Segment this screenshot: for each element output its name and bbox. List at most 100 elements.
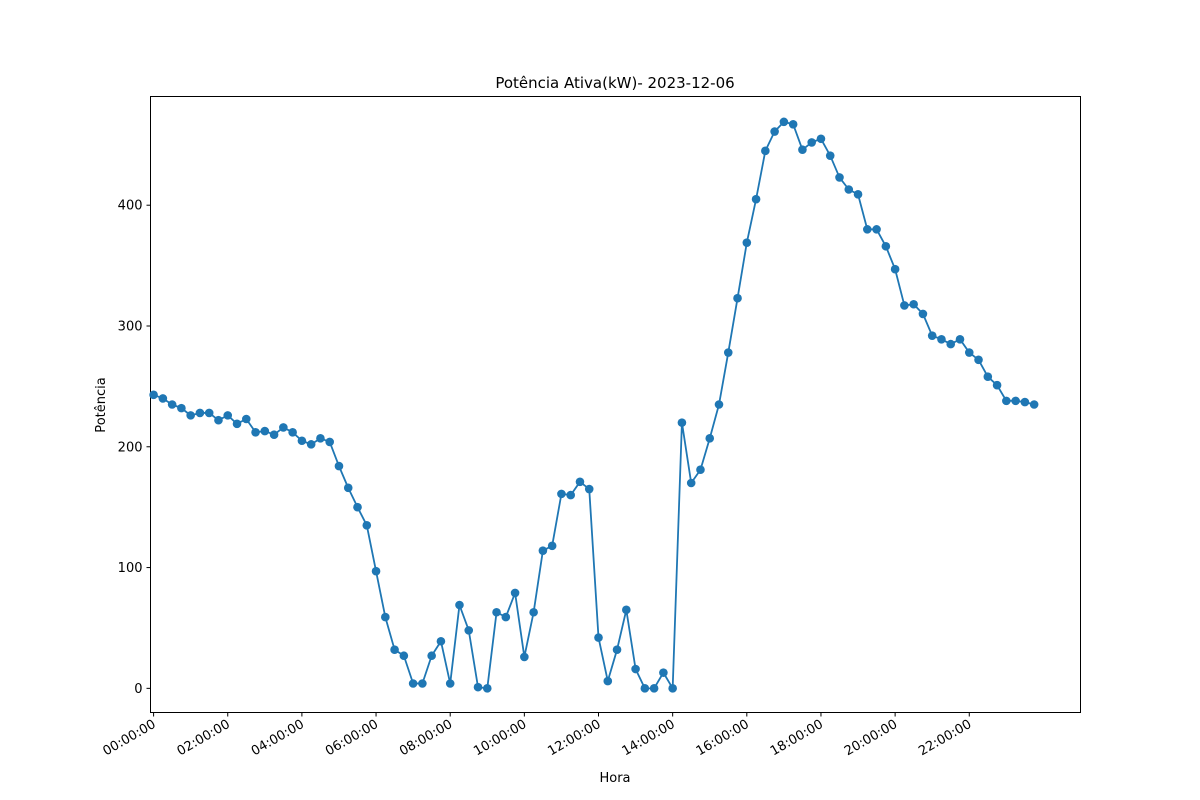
data-point: [640, 684, 650, 693]
data-point: [733, 293, 742, 303]
data-point: [890, 264, 900, 274]
data-point: [306, 440, 316, 449]
data-point: [445, 679, 455, 688]
data-point: [937, 334, 946, 344]
data-point: [566, 490, 575, 500]
data-point: [177, 403, 186, 413]
data-point: [807, 138, 816, 147]
x-tick-label: 14:00:00: [620, 717, 678, 759]
x-tick-label: 02:00:00: [175, 717, 233, 759]
data-point: [353, 502, 362, 512]
data-point: [714, 400, 724, 409]
data-point: [204, 408, 214, 418]
data-point: [251, 427, 260, 437]
x-tick-label: 18:00:00: [768, 717, 826, 759]
data-point: [408, 679, 418, 688]
data-point: [1011, 396, 1020, 406]
data-point: [825, 151, 835, 160]
data-point: [992, 380, 1002, 390]
data-point: [798, 145, 807, 154]
data-point: [686, 478, 696, 488]
data-point: [297, 436, 307, 446]
data-point: [1020, 397, 1030, 407]
y-tick-label: 0: [134, 682, 142, 697]
data-point: [195, 408, 205, 418]
data-point: [334, 461, 344, 471]
data-point: [316, 434, 325, 443]
data-point: [232, 419, 242, 429]
x-tick-label: 10:00:00: [471, 717, 529, 759]
data-point: [816, 134, 826, 144]
data-point: [149, 390, 158, 400]
data-point: [983, 372, 993, 382]
series-line: [153, 120, 1035, 690]
data-point: [677, 418, 687, 427]
data-point: [260, 426, 270, 436]
data-point: [427, 651, 436, 661]
data-point: [343, 483, 353, 493]
chart-title: Potência Ativa(kW)- 2023-12-06: [495, 74, 734, 92]
y-tick-label: 400: [118, 199, 143, 214]
data-point: [668, 684, 677, 693]
data-point: [612, 645, 622, 654]
data-point: [909, 299, 918, 309]
x-tick-label: 16:00:00: [694, 717, 752, 759]
data-point: [955, 334, 965, 344]
data-point: [399, 651, 409, 661]
data-point: [492, 607, 501, 617]
data-point: [473, 682, 483, 692]
data-point: [325, 437, 335, 447]
data-point: [167, 400, 177, 409]
data-point: [214, 415, 223, 425]
data-point: [557, 489, 566, 499]
data-point: [584, 484, 594, 494]
data-point: [631, 664, 640, 674]
data-point: [881, 241, 891, 251]
data-point: [529, 607, 538, 617]
x-tick-label: 04:00:00: [249, 717, 307, 759]
data-point: [964, 348, 974, 357]
y-axis-title: Potência: [94, 377, 109, 432]
data-point: [974, 355, 983, 365]
data-point: [482, 684, 492, 693]
data-point: [464, 626, 474, 635]
data-point: [279, 423, 288, 432]
y-tick-label: 200: [118, 440, 143, 455]
data-point: [510, 588, 520, 598]
data-point: [603, 676, 613, 686]
data-point: [844, 185, 854, 194]
series-layer: [149, 117, 1039, 693]
data-point: [853, 190, 863, 199]
data-point: [863, 225, 872, 234]
data-point: [390, 645, 399, 654]
data-point: [705, 434, 715, 443]
x-tick-label: 06:00:00: [323, 717, 381, 759]
data-point: [269, 430, 279, 440]
data-point: [501, 612, 511, 622]
data-point: [418, 679, 427, 688]
data-point: [761, 146, 770, 156]
x-tick-label: 20:00:00: [842, 717, 900, 759]
data-point: [1002, 396, 1011, 406]
data-point: [455, 600, 464, 610]
data-point: [436, 636, 446, 646]
data-point: [649, 684, 659, 693]
data-point: [918, 309, 928, 319]
data-point: [779, 117, 789, 127]
x-tick-label: 22:00:00: [916, 717, 974, 759]
data-point: [547, 541, 557, 551]
data-point: [622, 605, 631, 615]
data-point: [770, 127, 779, 136]
data-point: [381, 612, 390, 622]
data-point: [872, 225, 881, 234]
data-point: [900, 301, 909, 310]
data-point: [927, 331, 937, 340]
plot-area-frame: [150, 96, 1081, 713]
x-axis: 00:00:00 02:00:00 04:00:00 06:00:00 08:00:00…: [101, 712, 974, 759]
data-point: [158, 394, 168, 403]
data-point: [1029, 400, 1039, 409]
data-point: [575, 477, 585, 487]
data-point: [594, 633, 603, 642]
data-point: [223, 411, 233, 420]
